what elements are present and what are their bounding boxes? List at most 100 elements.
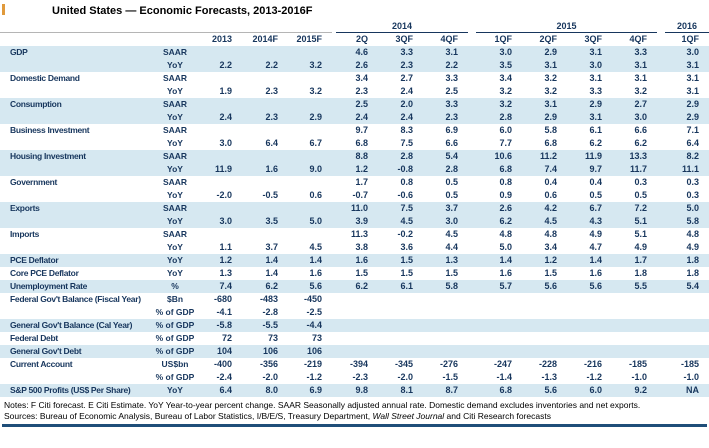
quarter-value: 9.2 (612, 384, 658, 397)
annual-value: 2.3 (242, 111, 288, 124)
table-row: PCE Deflator YoY 1.2 1.4 1.4 1.6 1.5 1.3 1.4 1.2 1… (0, 254, 709, 267)
annual-value: 2.3 (265, 86, 278, 96)
quarter-value: 13.3 (612, 150, 658, 163)
row-label (0, 85, 148, 98)
column-gap (657, 150, 666, 163)
quarter-value: 6.7 (567, 202, 613, 215)
annual-value: -400 (213, 359, 232, 369)
quarter-value (378, 319, 423, 332)
column-gap (332, 59, 336, 72)
annual-value: 1.4 (265, 268, 278, 278)
quarter-value: 4.6 (336, 46, 378, 59)
row-label: Federal Debt (10, 333, 58, 343)
row-label: Business Investment (10, 125, 90, 135)
quarter-value: 1.8 (686, 268, 700, 278)
quarter-value: 6.8 (476, 163, 523, 176)
column-gap (468, 371, 476, 384)
quarter-value: -228 (539, 359, 558, 369)
column-gap (657, 189, 665, 202)
quarter-value: 4.9 (589, 229, 603, 239)
row-unit: YoY (148, 59, 202, 72)
quarter-value: -1.0 (683, 372, 700, 382)
annual-value: 7.4 (202, 280, 242, 293)
sources-prefix: Sources: Bureau of Economic Analysis, Bu… (4, 411, 373, 421)
annual-value: 5.6 (288, 280, 332, 293)
row-unit: YoY (148, 215, 202, 228)
table-row: Core PCE Deflator YoY 1.3 1.4 1.6 1.5 1.5 1.5 1.… (0, 267, 709, 280)
quarter-value: 4.7 (589, 242, 603, 252)
annual-value: 3.2 (309, 86, 322, 96)
quarter-value: 1.5 (400, 268, 413, 278)
annual-value: 2.2 (242, 59, 288, 72)
annual-value: 0.6 (309, 190, 322, 200)
column-gap (657, 267, 665, 280)
annual-value (288, 202, 332, 215)
column-gap (468, 85, 476, 98)
quarter-value: 2.3 (378, 59, 423, 72)
quarter-value: 3.3 (589, 86, 603, 96)
year-group-2016: 2016 (665, 20, 709, 33)
quarter-header: 1QF (494, 34, 513, 44)
quarter-value: 2.4 (400, 86, 413, 96)
year-group-2014: 2014 (336, 20, 469, 33)
table-row: Business Investment SAAR 9.7 8.3 6.9 6.0 5.8 6.… (0, 124, 709, 137)
quarter-value: 6.4 (686, 138, 700, 148)
column-gap (468, 46, 477, 59)
quarter-value: -345 (394, 359, 413, 369)
year-group-2015: 2015 (476, 20, 658, 33)
annual-value (288, 228, 332, 241)
quarter-value (336, 319, 378, 332)
table-row: YoY 3.0 6.4 6.7 6.8 7.5 6.6 7.7 6.8 6.2 6.2 6.4 (0, 137, 709, 150)
table-row: S&P 500 Profits (US$ Per Share) YoY 6.4 8.0… (0, 384, 709, 397)
quarter-value: 9.7 (355, 125, 368, 135)
column-gap (657, 293, 665, 306)
quarter-value (665, 345, 709, 358)
row-unit: SAAR (148, 202, 202, 215)
quarter-value: 3.3 (378, 46, 423, 59)
quarter-value: 3.1 (567, 111, 613, 124)
column-gap (468, 72, 476, 85)
annual-header-2015f: 2015F (296, 34, 322, 44)
quarter-value: 3.4 (355, 73, 368, 83)
quarter-value: 3.0 (612, 111, 658, 124)
row-label (0, 371, 148, 384)
quarter-value: 3.3 (445, 73, 459, 83)
annual-value (202, 98, 242, 111)
column-gap (468, 241, 476, 254)
row-label: S&P 500 Profits (US$ Per Share) (0, 384, 148, 397)
quarter-value: 3.4 (544, 242, 558, 252)
quarter-value (336, 345, 378, 358)
annual-value (242, 176, 288, 189)
column-gap (468, 176, 476, 189)
column-gap (657, 124, 665, 137)
column-gap (657, 176, 665, 189)
column-gap (468, 163, 477, 176)
quarter-value: 3.5 (476, 59, 523, 72)
notes-line: Notes: F Citi forecast. E Citi Estimate.… (4, 400, 641, 410)
quarter-value: 5.0 (665, 202, 709, 215)
quarter-value (476, 306, 522, 319)
column-gap (332, 384, 336, 397)
quarter-header: 4QF (440, 34, 459, 44)
row-label (0, 111, 148, 124)
quarter-value: 7.4 (522, 163, 568, 176)
quarter-value: 7.5 (400, 138, 413, 148)
column-gap (657, 85, 665, 98)
quarter-value: 7.5 (378, 202, 423, 215)
annual-value: 1.2 (202, 254, 242, 267)
quarter-header: 2Q (355, 34, 368, 44)
row-unit: YoY (148, 384, 202, 397)
quarter-value: 2.5 (445, 86, 459, 96)
annual-value (202, 72, 242, 85)
year-group-row: 2014 2015 2016 (0, 20, 709, 33)
column-gap (332, 319, 336, 332)
quarter-value: -2.3 (352, 372, 368, 382)
annual-value: 106 (242, 345, 288, 358)
column-gap (468, 228, 476, 241)
quarter-value (567, 293, 612, 306)
annual-value (288, 176, 332, 189)
row-label: Domestic Demand (10, 73, 80, 83)
annual-value (288, 98, 332, 111)
quarter-value: 3.9 (336, 215, 378, 228)
quarter-value: 11.0 (336, 202, 378, 215)
